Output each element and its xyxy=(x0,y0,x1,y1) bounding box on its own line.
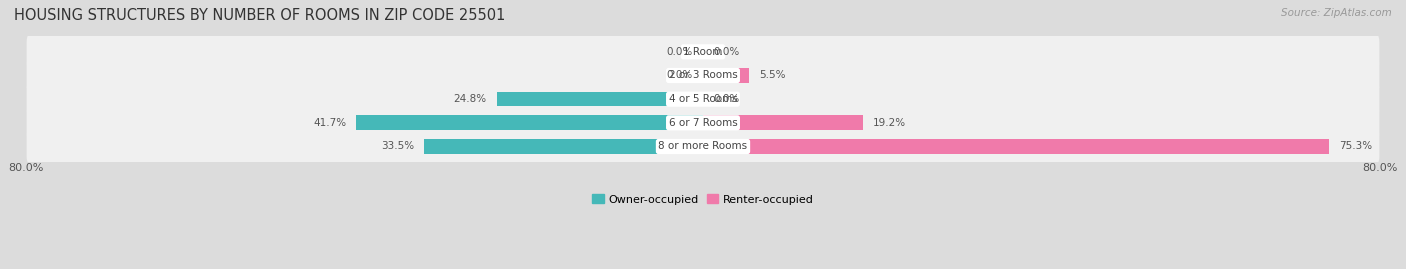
Text: 0.0%: 0.0% xyxy=(713,47,740,57)
Bar xyxy=(703,115,863,130)
Text: 8 or more Rooms: 8 or more Rooms xyxy=(658,141,748,151)
Text: 33.5%: 33.5% xyxy=(381,141,415,151)
FancyBboxPatch shape xyxy=(27,130,1379,163)
Text: 80.0%: 80.0% xyxy=(8,162,44,173)
Bar xyxy=(356,115,703,130)
Text: 24.8%: 24.8% xyxy=(454,94,486,104)
Text: 1 Room: 1 Room xyxy=(683,47,723,57)
Legend: Owner-occupied, Renter-occupied: Owner-occupied, Renter-occupied xyxy=(588,190,818,209)
Text: 80.0%: 80.0% xyxy=(1362,162,1398,173)
Text: 41.7%: 41.7% xyxy=(314,118,346,128)
Text: 0.0%: 0.0% xyxy=(666,70,693,80)
FancyBboxPatch shape xyxy=(27,82,1379,116)
Bar xyxy=(703,68,749,83)
Bar xyxy=(703,139,1330,154)
FancyBboxPatch shape xyxy=(27,59,1379,92)
Text: Source: ZipAtlas.com: Source: ZipAtlas.com xyxy=(1281,8,1392,18)
Text: 6 or 7 Rooms: 6 or 7 Rooms xyxy=(669,118,737,128)
Text: 5.5%: 5.5% xyxy=(759,70,785,80)
Text: 19.2%: 19.2% xyxy=(873,118,905,128)
Text: HOUSING STRUCTURES BY NUMBER OF ROOMS IN ZIP CODE 25501: HOUSING STRUCTURES BY NUMBER OF ROOMS IN… xyxy=(14,8,505,23)
Bar xyxy=(425,139,703,154)
FancyBboxPatch shape xyxy=(27,35,1379,69)
Text: 4 or 5 Rooms: 4 or 5 Rooms xyxy=(669,94,737,104)
Text: 0.0%: 0.0% xyxy=(666,47,693,57)
FancyBboxPatch shape xyxy=(27,106,1379,140)
Text: 2 or 3 Rooms: 2 or 3 Rooms xyxy=(669,70,737,80)
Bar xyxy=(496,92,703,107)
Text: 0.0%: 0.0% xyxy=(713,94,740,104)
Text: 75.3%: 75.3% xyxy=(1340,141,1372,151)
